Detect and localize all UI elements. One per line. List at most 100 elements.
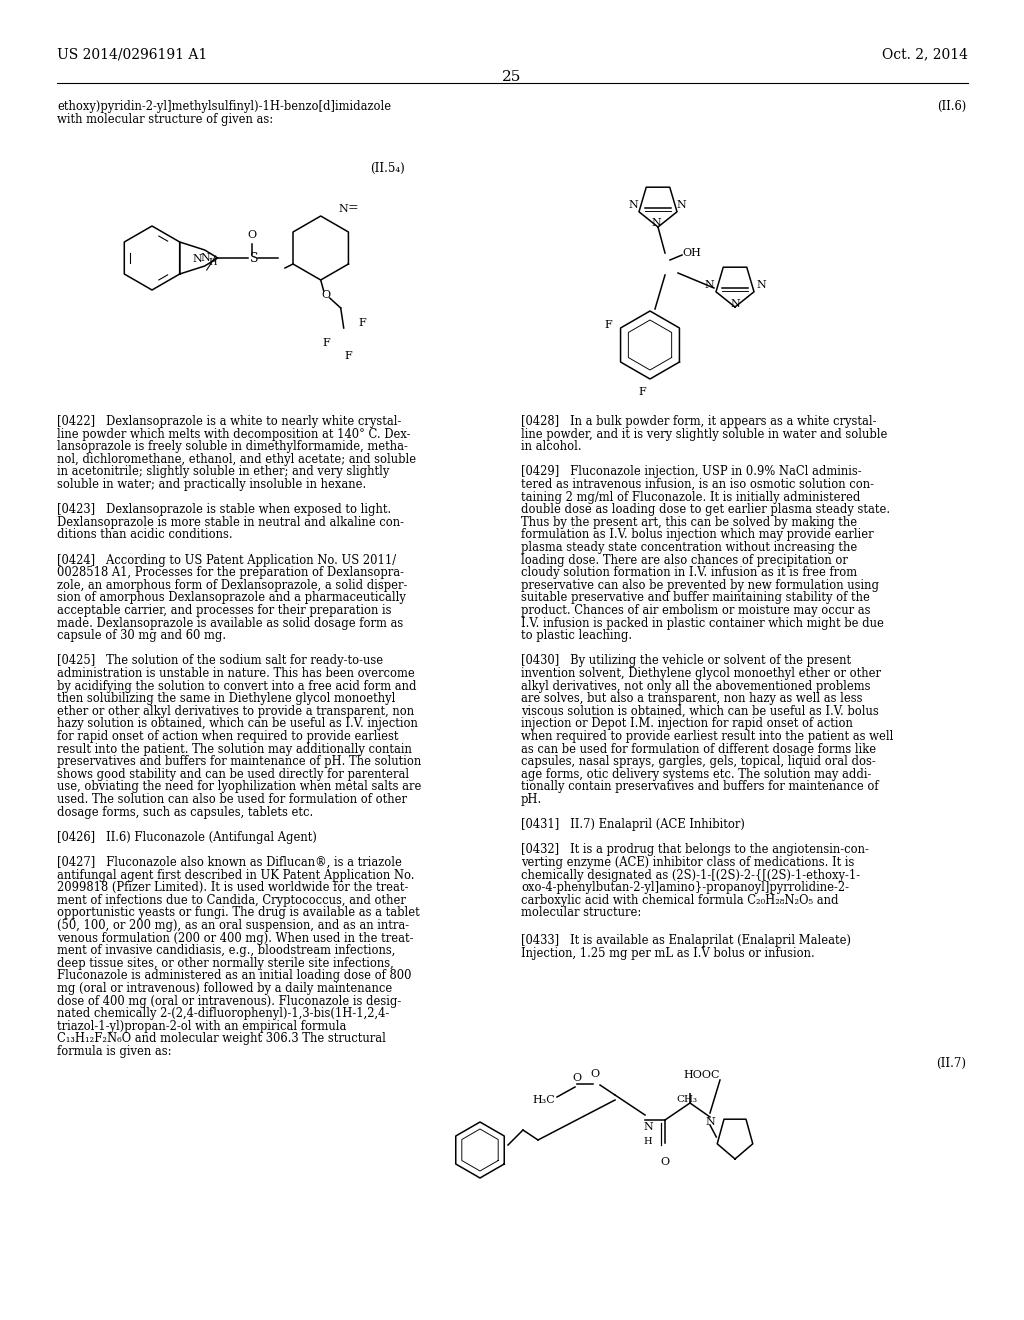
Text: (50, 100, or 200 mg), as an oral suspension, and as an intra-: (50, 100, or 200 mg), as an oral suspens… [57,919,410,932]
Text: venous formulation (200 or 400 mg). When used in the treat-: venous formulation (200 or 400 mg). When… [57,932,414,945]
Text: with molecular structure of given as:: with molecular structure of given as: [57,114,273,125]
Text: pH.: pH. [521,793,543,807]
Text: as can be used for formulation of different dosage forms like: as can be used for formulation of differ… [521,743,877,755]
Text: (II.5₄): (II.5₄) [370,162,404,176]
Text: 25: 25 [503,70,521,84]
Text: loading dose. There are also chances of precipitation or: loading dose. There are also chances of … [521,553,848,566]
Text: dose of 400 mg (oral or intravenous). Fluconazole is desig-: dose of 400 mg (oral or intravenous). Fl… [57,994,401,1007]
Text: product. Chances of air embolism or moisture may occur as: product. Chances of air embolism or mois… [521,605,870,616]
Text: shows good stability and can be used directly for parenteral: shows good stability and can be used dir… [57,768,410,781]
Text: administration is unstable in nature. This has been overcome: administration is unstable in nature. Th… [57,667,415,680]
Text: plasma steady state concentration without increasing the: plasma steady state concentration withou… [521,541,857,554]
Text: preservatives and buffers for maintenance of pH. The solution: preservatives and buffers for maintenanc… [57,755,421,768]
Text: line powder, and it is very slightly soluble in water and soluble: line powder, and it is very slightly sol… [521,428,888,441]
Text: I.V. infusion is packed in plastic container which might be due: I.V. infusion is packed in plastic conta… [521,616,884,630]
Text: [0430]   By utilizing the vehicle or solvent of the present: [0430] By utilizing the vehicle or solve… [521,655,851,668]
Text: used. The solution can also be used for formulation of other: used. The solution can also be used for … [57,793,407,807]
Text: Thus by the present art, this can be solved by making the: Thus by the present art, this can be sol… [521,516,857,529]
Text: O: O [660,1158,670,1167]
Text: line powder which melts with decomposition at 140° C. Dex-: line powder which melts with decompositi… [57,428,411,441]
Text: chemically designated as (2S)-1-[(2S)-2-{[(2S)-1-ethoxy-1-: chemically designated as (2S)-1-[(2S)-2-… [521,869,860,882]
Text: [0433]   It is available as Enalaprilat (Enalapril Maleate): [0433] It is available as Enalaprilat (E… [521,935,851,946]
Text: verting enzyme (ACE) inhibitor class of medications. It is: verting enzyme (ACE) inhibitor class of … [521,855,854,869]
Text: CH₃: CH₃ [677,1096,697,1104]
Text: Dexlansoprazole is more stable in neutral and alkaline con-: Dexlansoprazole is more stable in neutra… [57,516,404,529]
Text: OH: OH [682,248,700,257]
Text: age forms, otic delivery systems etc. The solution may addi-: age forms, otic delivery systems etc. Th… [521,768,871,781]
Text: N: N [643,1122,653,1133]
Text: ment of infections due to Candida, Cryptococcus, and other: ment of infections due to Candida, Crypt… [57,894,406,907]
Text: N: N [705,280,714,290]
Text: C₁₃H₁₂F₂N₆O and molecular weight 306.3 The structural: C₁₃H₁₂F₂N₆O and molecular weight 306.3 T… [57,1032,386,1045]
Text: formula is given as:: formula is given as: [57,1045,171,1059]
Text: then solubilizing the same in Diethylene glycol monoethyl: then solubilizing the same in Diethylene… [57,692,395,705]
Text: sion of amorphous Dexlansoprazole and a pharmaceutically: sion of amorphous Dexlansoprazole and a … [57,591,406,605]
Text: (II.7): (II.7) [936,1057,966,1071]
Text: [0431]   II.7) Enalapril (ACE Inhibitor): [0431] II.7) Enalapril (ACE Inhibitor) [521,818,744,832]
Text: tionally contain preservatives and buffers for maintenance of: tionally contain preservatives and buffe… [521,780,879,793]
Text: when required to provide earliest result into the patient as well: when required to provide earliest result… [521,730,893,743]
Text: F: F [323,338,331,348]
Text: dosage forms, such as capsules, tablets etc.: dosage forms, such as capsules, tablets … [57,805,313,818]
Text: US 2014/0296191 A1: US 2014/0296191 A1 [57,48,207,61]
Text: ditions than acidic conditions.: ditions than acidic conditions. [57,528,232,541]
Text: [0429]   Fluconazole injection, USP in 0.9% NaCl adminis-: [0429] Fluconazole injection, USP in 0.9… [521,466,861,478]
Text: acceptable carrier, and processes for their preparation is: acceptable carrier, and processes for th… [57,605,391,616]
Text: O: O [591,1069,600,1078]
Text: =: = [348,201,358,214]
Text: by acidifying the solution to convert into a free acid form and: by acidifying the solution to convert in… [57,680,417,693]
Text: ment of invasive candidiasis, e.g., bloodstream infections,: ment of invasive candidiasis, e.g., bloo… [57,944,395,957]
Text: F: F [345,351,352,360]
Text: (II.6): (II.6) [937,100,966,114]
Text: suitable preservative and buffer maintaining stability of the: suitable preservative and buffer maintai… [521,591,869,605]
Text: hazy solution is obtained, which can be useful as I.V. injection: hazy solution is obtained, which can be … [57,717,418,730]
Text: Oct. 2, 2014: Oct. 2, 2014 [882,48,968,61]
Text: N: N [629,201,638,210]
Text: preservative can also be prevented by new formulation using: preservative can also be prevented by ne… [521,578,879,591]
Text: HOOC: HOOC [683,1071,720,1080]
Text: N: N [756,280,766,290]
Text: injection or Depot I.M. injection for rapid onset of action: injection or Depot I.M. injection for ra… [521,717,853,730]
Text: viscous solution is obtained, which can be useful as I.V. bolus: viscous solution is obtained, which can … [521,705,879,718]
Text: carboxylic acid with chemical formula C₂₀H₂₈N₂O₅ and: carboxylic acid with chemical formula C₂… [521,894,839,907]
Text: [0422]   Dexlansoprazole is a white to nearly white crystal-: [0422] Dexlansoprazole is a white to nea… [57,414,401,428]
Text: are solves, but also a transparent, non hazy as well as less: are solves, but also a transparent, non … [521,692,862,705]
Text: result into the patient. The solution may additionally contain: result into the patient. The solution ma… [57,743,412,755]
Text: [0424]   According to US Patent Application No. US 2011/: [0424] According to US Patent Applicatio… [57,553,396,566]
Text: nol, dichloromethane, ethanol, and ethyl acetate; and soluble: nol, dichloromethane, ethanol, and ethyl… [57,453,416,466]
Text: oxo-4-phenylbutan-2-yl]amino}-propanoyl]pyrrolidine-2-: oxo-4-phenylbutan-2-yl]amino}-propanoyl]… [521,882,849,894]
Text: N: N [730,300,740,309]
Text: in alcohol.: in alcohol. [521,440,582,453]
Text: double dose as loading dose to get earlier plasma steady state.: double dose as loading dose to get earli… [521,503,890,516]
Text: [0432]   It is a prodrug that belongs to the angiotensin-con-: [0432] It is a prodrug that belongs to t… [521,843,869,857]
Text: 2099818 (Pfizer Limited). It is used worldwide for the treat-: 2099818 (Pfizer Limited). It is used wor… [57,882,409,894]
Text: opportunistic yeasts or fungi. The drug is available as a tablet: opportunistic yeasts or fungi. The drug … [57,907,420,920]
Text: capsules, nasal sprays, gargles, gels, topical, liquid oral dos-: capsules, nasal sprays, gargles, gels, t… [521,755,876,768]
Text: formulation as I.V. bolus injection which may provide earlier: formulation as I.V. bolus injection whic… [521,528,873,541]
Text: F: F [605,319,612,330]
Text: ether or other alkyl derivatives to provide a transparent, non: ether or other alkyl derivatives to prov… [57,705,414,718]
Text: in acetonitrile; slightly soluble in ether; and very slightly: in acetonitrile; slightly soluble in eth… [57,466,389,478]
Text: invention solvent, Diethylene glycol monoethyl ether or other: invention solvent, Diethylene glycol mon… [521,667,881,680]
Text: lansoprazole is freely soluble in dimethylformamide, metha-: lansoprazole is freely soluble in dimeth… [57,440,408,453]
Text: N: N [339,205,348,214]
Text: [0423]   Dexlansoprazole is stable when exposed to light.: [0423] Dexlansoprazole is stable when ex… [57,503,391,516]
Text: triazol-1-yl)propan-2-ol with an empirical formula: triazol-1-yl)propan-2-ol with an empiric… [57,1020,346,1032]
Text: Fluconazole is administered as an initial loading dose of 800: Fluconazole is administered as an initia… [57,969,412,982]
Text: H₃C: H₃C [532,1096,555,1105]
Text: made. Dexlansoprazole is available as solid dosage form as: made. Dexlansoprazole is available as so… [57,616,403,630]
Text: alkyl derivatives, not only all the abovementioned problems: alkyl derivatives, not only all the abov… [521,680,870,693]
Text: ethoxy)pyridin-2-yl]methylsulfinyl)-1H-benzo[d]imidazole: ethoxy)pyridin-2-yl]methylsulfinyl)-1H-b… [57,100,391,114]
Text: cloudy solution formation in I.V. infusion as it is free from: cloudy solution formation in I.V. infusi… [521,566,857,579]
Text: H: H [209,257,217,267]
Text: H: H [644,1137,652,1146]
Text: nated chemically 2-(2,4-difluorophenyl)-1,3-bis(1H-1,2,4-: nated chemically 2-(2,4-difluorophenyl)-… [57,1007,389,1020]
Text: capsule of 30 mg and 60 mg.: capsule of 30 mg and 60 mg. [57,630,226,643]
Text: [0426]   II.6) Fluconazole (Antifungal Agent): [0426] II.6) Fluconazole (Antifungal Age… [57,830,316,843]
Text: 0028518 A1, Processes for the preparation of Dexlansopra-: 0028518 A1, Processes for the preparatio… [57,566,404,579]
Text: [0428]   In a bulk powder form, it appears as a white crystal-: [0428] In a bulk powder form, it appears… [521,414,877,428]
Text: O: O [322,290,331,300]
Text: N: N [651,218,660,228]
Text: tered as intravenous infusion, is an iso osmotic solution con-: tered as intravenous infusion, is an iso… [521,478,874,491]
Text: O: O [247,230,256,240]
